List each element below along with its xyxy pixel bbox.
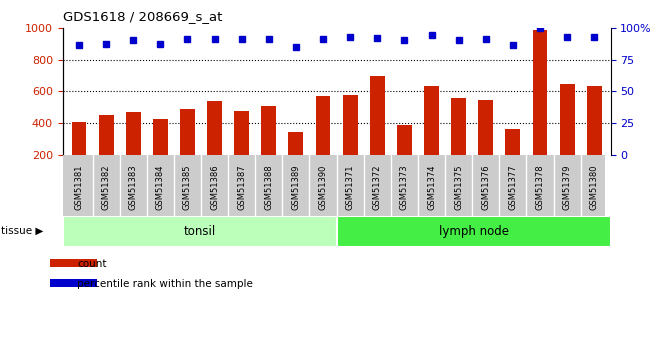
Text: GSM51374: GSM51374: [427, 164, 436, 210]
Text: GSM51389: GSM51389: [292, 164, 300, 210]
Bar: [63, 216, 337, 247]
Text: GSM51388: GSM51388: [264, 164, 273, 210]
Text: GSM51376: GSM51376: [481, 164, 490, 210]
Text: GSM51372: GSM51372: [373, 164, 381, 210]
Bar: [560, 84, 575, 155]
Bar: [478, 100, 493, 155]
Text: GSM51379: GSM51379: [562, 164, 572, 210]
Bar: [261, 106, 277, 155]
Bar: [98, 115, 114, 155]
Bar: [234, 110, 249, 155]
Text: count: count: [77, 259, 107, 269]
Bar: [207, 101, 222, 155]
Bar: [506, 129, 520, 155]
Bar: [397, 125, 412, 155]
Text: percentile rank within the sample: percentile rank within the sample: [77, 279, 253, 289]
Bar: [587, 86, 602, 155]
Text: GSM51387: GSM51387: [237, 164, 246, 210]
Bar: [451, 98, 466, 155]
Bar: [50, 259, 97, 267]
Text: GSM51380: GSM51380: [590, 164, 599, 210]
Text: GSM51378: GSM51378: [535, 164, 544, 210]
Bar: [337, 216, 610, 247]
Text: GSM51375: GSM51375: [454, 164, 463, 210]
Bar: [315, 96, 331, 155]
Bar: [153, 119, 168, 155]
Text: GDS1618 / 208669_s_at: GDS1618 / 208669_s_at: [63, 10, 222, 23]
Bar: [424, 86, 439, 155]
Text: GSM51373: GSM51373: [400, 164, 409, 210]
Bar: [533, 30, 547, 155]
Bar: [370, 76, 385, 155]
Bar: [71, 122, 86, 155]
Text: GSM51385: GSM51385: [183, 164, 192, 210]
Bar: [343, 96, 358, 155]
Bar: [180, 109, 195, 155]
Text: lymph node: lymph node: [438, 225, 509, 238]
Text: GSM51382: GSM51382: [102, 164, 111, 210]
Text: GSM51384: GSM51384: [156, 164, 165, 210]
Bar: [288, 132, 304, 155]
Bar: [50, 279, 97, 287]
Text: GSM51381: GSM51381: [75, 164, 83, 210]
Text: GSM51383: GSM51383: [129, 164, 138, 210]
Text: GSM51390: GSM51390: [319, 164, 327, 210]
Bar: [126, 112, 141, 155]
Text: GSM51377: GSM51377: [508, 164, 517, 210]
Text: GSM51386: GSM51386: [210, 164, 219, 210]
Text: GSM51371: GSM51371: [346, 164, 354, 210]
Text: tissue ▶: tissue ▶: [1, 226, 44, 236]
Text: tonsil: tonsil: [183, 225, 216, 238]
